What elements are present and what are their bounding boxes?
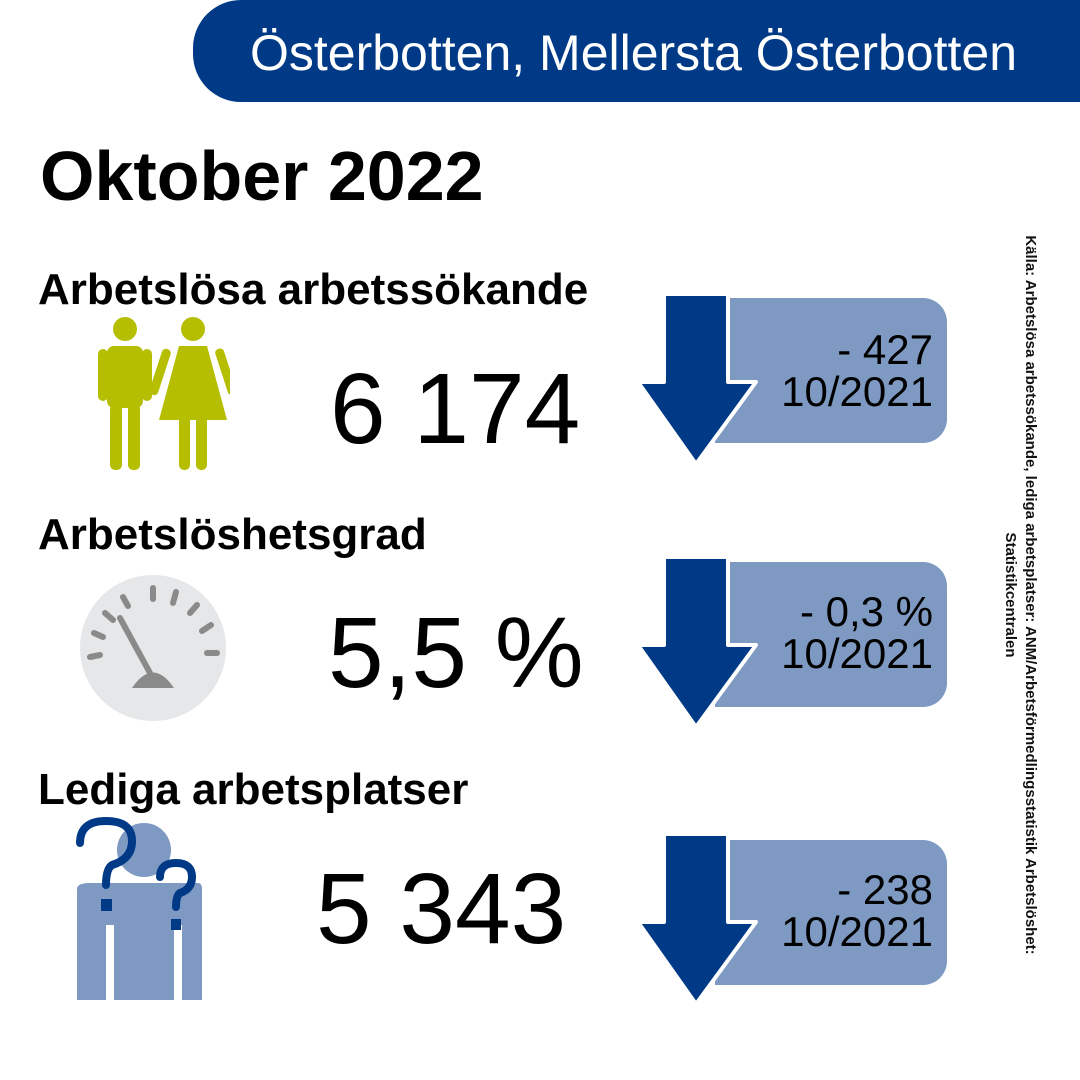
period-title: Oktober 2022 — [40, 137, 484, 215]
compare-period-unemployed: 10/2021 — [781, 368, 933, 415]
trend-down-arrow-icon — [636, 292, 758, 466]
people-icon — [98, 317, 230, 470]
trend-down-arrow-icon — [636, 832, 758, 1006]
trend-down-arrow-icon — [636, 555, 758, 729]
value-unemployed: 6 174 — [330, 353, 581, 465]
compare-period-vacancies: 10/2021 — [781, 908, 933, 955]
change-box-unemployed: - 427 10/2021 — [715, 298, 947, 443]
section-title-unemployed: Arbetslösa arbetssökande — [38, 265, 589, 314]
change-value-unemployed: - 427 — [837, 326, 933, 373]
value-rate: 5,5 % — [328, 597, 584, 709]
change-box-rate: - 0,3 % 10/2021 — [715, 562, 947, 707]
change-value-vacancies: - 238 — [837, 866, 933, 913]
gauge-icon — [80, 575, 226, 721]
region-title: Österbotten, Mellersta Österbotten — [250, 25, 1018, 81]
question-person-icon — [76, 816, 202, 1000]
value-vacancies: 5 343 — [316, 853, 567, 965]
compare-period-rate: 10/2021 — [781, 630, 933, 677]
section-title-rate: Arbetslöshetsgrad — [38, 510, 427, 559]
source-text: Källa: Arbetslösa arbetssökande, lediga … — [1002, 235, 1039, 955]
region-banner — [193, 0, 1080, 102]
change-value-rate: - 0,3 % — [799, 588, 933, 635]
section-title-vacancies: Lediga arbetsplatser — [38, 765, 469, 814]
source-note: Källa: Arbetslösa arbetssökande, lediga … — [1000, 205, 1040, 985]
change-box-vacancies: - 238 10/2021 — [715, 840, 947, 985]
